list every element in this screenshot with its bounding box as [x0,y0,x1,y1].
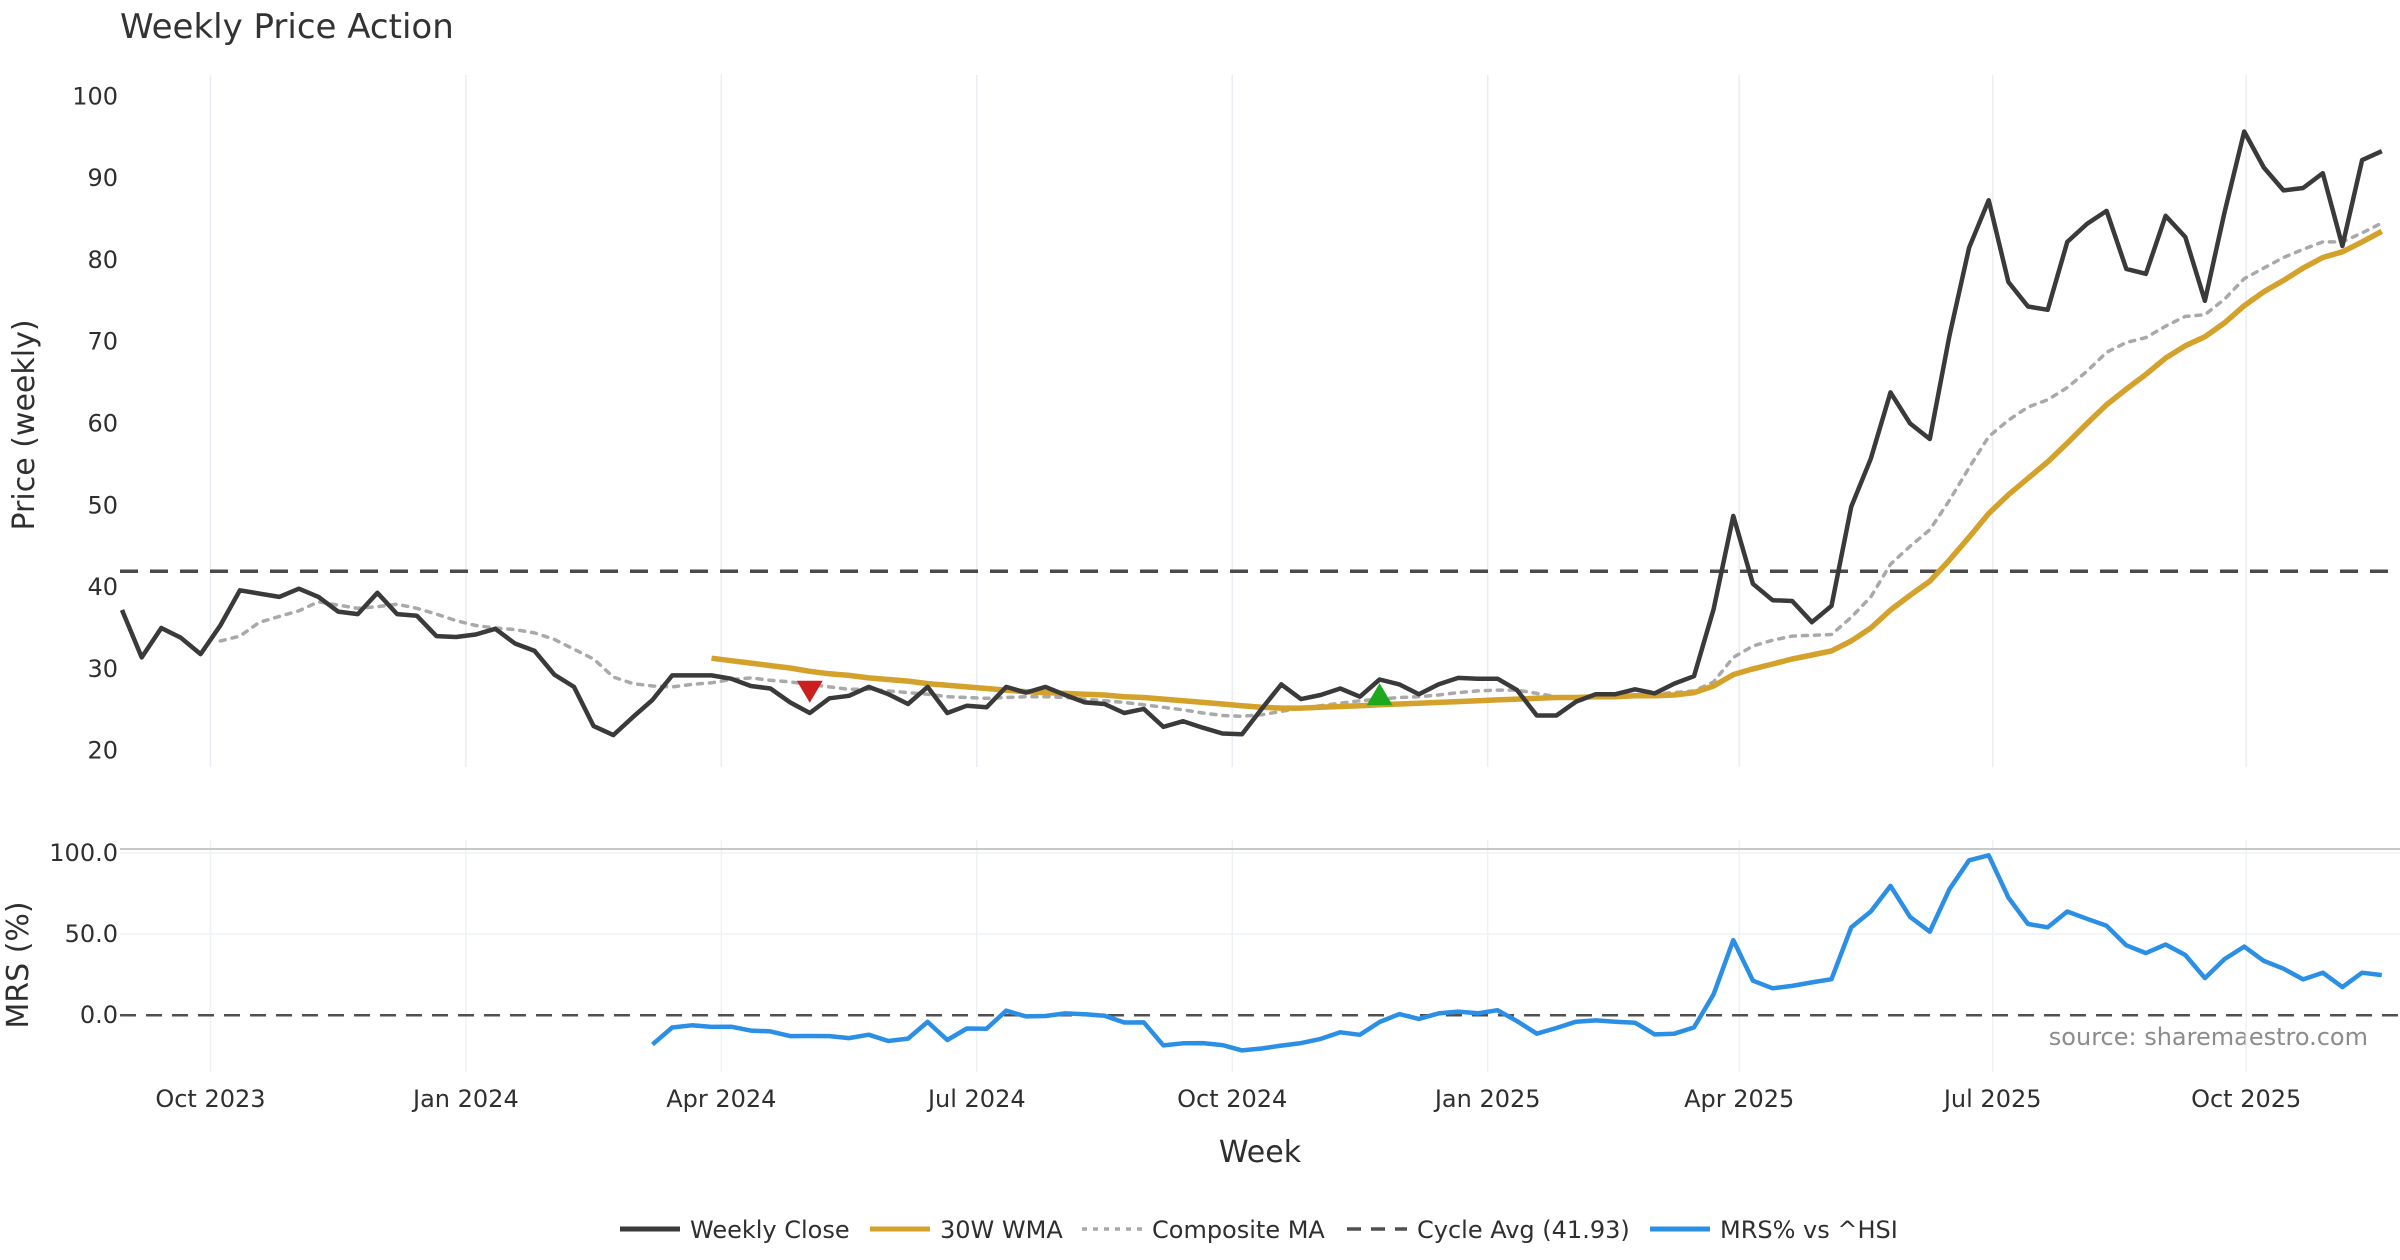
mrs-y-tick-label: 0.0 [80,1001,118,1029]
price-y-tick-label: 60 [87,410,118,438]
x-tick-label: Jul 2025 [1942,1085,2042,1113]
x-tick-label: Oct 2023 [155,1085,265,1113]
x-tick-label: Apr 2024 [666,1085,776,1113]
x-tick-label: Jul 2024 [926,1085,1026,1113]
price-y-tick-label: 30 [87,655,118,683]
x-tick-label: Apr 2025 [1684,1085,1794,1113]
price-axis-label: Price (weekly) [7,319,42,530]
x-tick-label: Oct 2024 [1177,1085,1287,1113]
tick-layer: Oct 2023 Jan 2024 Apr 2024 Jul 2024 Oct 2024… [49,82,2301,1113]
mrs-y-tick-label: 50.0 [65,920,118,948]
legend-label: 30W WMA [940,1216,1063,1244]
price-y-tick-label: 40 [87,573,118,601]
wma-30-line [711,228,2384,711]
price-y-tick-label: 50 [87,491,118,519]
source-note: source: sharemaestro.com [2049,1023,2368,1051]
weekly-close-line [119,129,2383,738]
chart-title: Weekly Price Action [120,7,454,47]
price-y-tick-label: 80 [87,246,118,274]
price-y-tick-label: 100 [72,82,118,110]
series-layer [119,129,2400,1053]
price-y-tick-label: 70 [87,328,118,356]
legend-label: Cycle Avg (41.93) [1417,1216,1630,1244]
x-axis-label: Week [1219,1135,1302,1170]
legend-label: Composite MA [1152,1216,1325,1244]
sell-signal-marker [796,680,823,703]
legend: Weekly Close 30W WMA Composite MA Cycle Avg… [620,1216,1898,1244]
mrs-y-tick-label: 100.0 [49,839,118,867]
composite-ma-line [218,221,2384,719]
legend-label: Weekly Close [690,1216,850,1244]
grid-layer [120,75,2400,1072]
x-tick-label: Jan 2025 [1433,1085,1541,1113]
legend-label: MRS% vs ^HSI [1720,1216,1898,1244]
x-tick-label: Oct 2025 [2191,1085,2301,1113]
mrs-line [651,853,2383,1053]
x-tick-label: Jan 2024 [411,1085,519,1113]
buy-signal-marker [1366,683,1393,706]
mrs-axis-label: MRS (%) [1,901,36,1028]
price-y-tick-label: 20 [87,737,118,765]
price-y-tick-label: 90 [87,164,118,192]
